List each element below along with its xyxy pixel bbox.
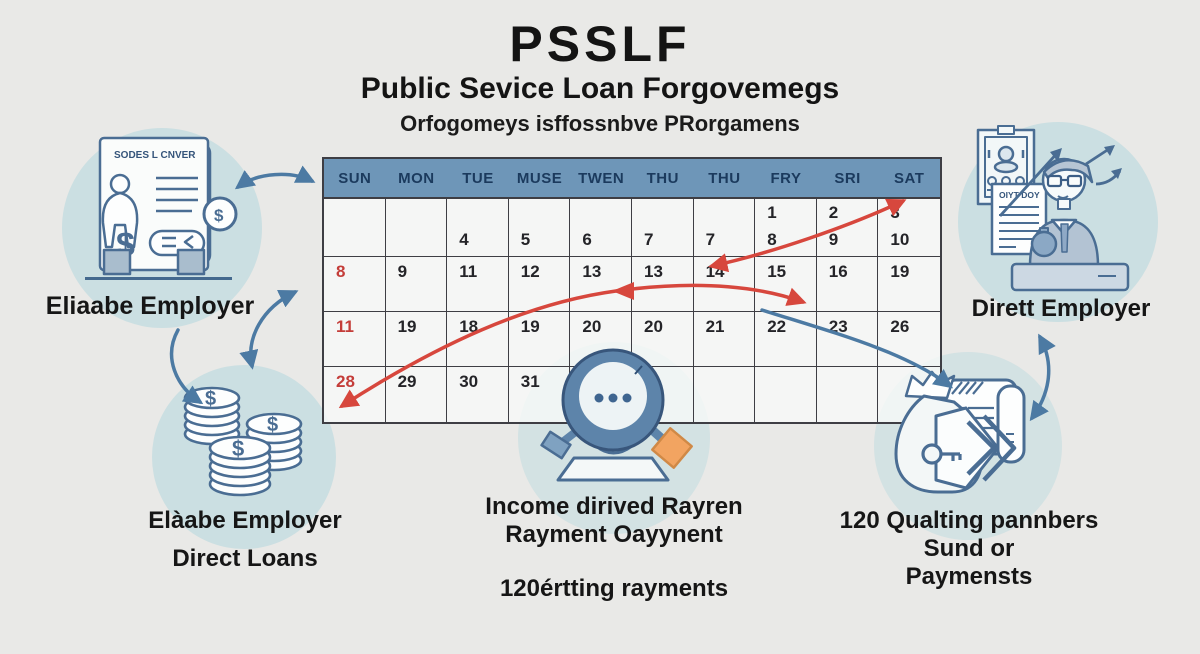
- desk: [1010, 262, 1130, 292]
- calendar-cell: 13: [631, 257, 694, 312]
- label-eligible-employer-bottom: Elàabe Employer: [148, 507, 342, 534]
- label-income-driven-1: Income dirived Rayren: [485, 493, 743, 520]
- calendar-cell: 3 10: [878, 199, 940, 257]
- money-bag-icon: [894, 370, 1026, 494]
- key-icon: [921, 443, 943, 465]
- calendar-cell: 15: [755, 257, 817, 312]
- label-120-payments: 120értting rayments: [499, 575, 729, 602]
- glasses-icon: [1046, 174, 1063, 188]
- handle-left: [540, 430, 572, 460]
- calendar-cell: 7: [631, 199, 694, 257]
- calendar-row: 8 9 11 12 13 13 14 15 16 19: [324, 257, 940, 312]
- day-header: MON: [398, 169, 435, 187]
- svg-text:$: $: [267, 414, 278, 436]
- label-direct-loans: Direct Loans: [172, 545, 318, 572]
- calendar-cell: 16: [816, 257, 879, 312]
- label-eligible-employer-top: Eliaabe Employer: [45, 292, 255, 320]
- day-header: SRI: [834, 169, 861, 187]
- calendar-cell: 7: [693, 199, 756, 257]
- bag-tie: [904, 370, 956, 400]
- calendar-cell: [324, 199, 386, 257]
- label-qualifying-3: Paymensts: [905, 563, 1033, 590]
- page-title: PSSLF: [509, 16, 691, 72]
- coin-stack-front: $: [208, 435, 272, 497]
- label-direct-employer: Dirett Employer: [971, 295, 1151, 322]
- employment-document-icon: SODES L CNVER $ $: [98, 136, 238, 276]
- calendar-cell: 14: [693, 257, 756, 312]
- day-header: TWEN: [578, 169, 625, 187]
- svg-text:$: $: [232, 436, 244, 461]
- calendar-cell: 19: [878, 257, 940, 312]
- day-header: MUSE: [516, 169, 563, 187]
- coin-icon: [202, 196, 238, 232]
- calendar-cell: 22: [755, 312, 817, 367]
- day-header: TUE: [462, 169, 494, 187]
- calendar-cell: 13: [570, 257, 632, 312]
- calendar-cell: 11: [324, 312, 386, 367]
- label-qualifying-2: Sund or: [923, 535, 1015, 562]
- pedestal: [556, 456, 670, 482]
- coin-dollar-sign: $: [214, 206, 224, 225]
- calendar-cell: [816, 367, 879, 422]
- shield-shape: [934, 406, 1000, 490]
- label-qualifying-1: 120 Qualting pannbers: [839, 507, 1099, 534]
- employer-person-icon: OIYT DOY: [976, 125, 1130, 292]
- title-block: PSSLF Public Sevice Loan Forgovemegs Orf…: [0, 18, 1200, 137]
- calendar-cell: [755, 367, 817, 422]
- handle-orange: [651, 427, 693, 469]
- calendar-cell: 18: [447, 312, 509, 367]
- day-header: SAT: [893, 169, 925, 187]
- label-income-driven-2: Rayment Oayynent: [505, 521, 723, 548]
- calendar-cell: 6: [570, 199, 632, 257]
- coins-icon: $ $ $: [183, 386, 303, 497]
- calendar-cell: 29: [385, 367, 448, 422]
- calendar-cell: 5: [508, 199, 571, 257]
- calendar-cell: 9: [385, 257, 448, 312]
- calendar-cell: 4: [447, 199, 509, 257]
- calendar-header-row: SUN MON TUE MUSE TWEN THU THU FRY SRI SAT: [324, 159, 940, 199]
- stamp-icon: [1030, 230, 1058, 258]
- calendar-row: 4 5 6 7 7 1 8 2 9 3 10: [324, 199, 940, 257]
- growth-arrow-icon: [998, 145, 1122, 217]
- page-subtitle: Public Sevice Loan Forgovemegs: [360, 71, 840, 105]
- calendar-cell: 8: [324, 257, 386, 312]
- calendar-cell: 30: [447, 367, 509, 422]
- calendar-cell: 19: [385, 312, 448, 367]
- svg-text:$: $: [205, 388, 216, 410]
- calendar-cell: 12: [508, 257, 571, 312]
- coin-stack-left: $: [183, 386, 241, 446]
- day-header: THU: [646, 169, 679, 187]
- day-header: THU: [708, 169, 741, 187]
- calendar-cell: 23: [816, 312, 879, 367]
- divider-line: [85, 277, 232, 280]
- calendar-cell: [385, 199, 448, 257]
- calendar-cell: 11: [447, 257, 509, 312]
- day-header: SUN: [338, 169, 372, 187]
- person-icon: [109, 173, 131, 195]
- page-subtitle-2: Orfogomeys isffossnbve PRorgamens: [400, 110, 800, 136]
- document-header-label: SODES L CNVER: [114, 150, 196, 161]
- day-header: FRY: [770, 169, 802, 187]
